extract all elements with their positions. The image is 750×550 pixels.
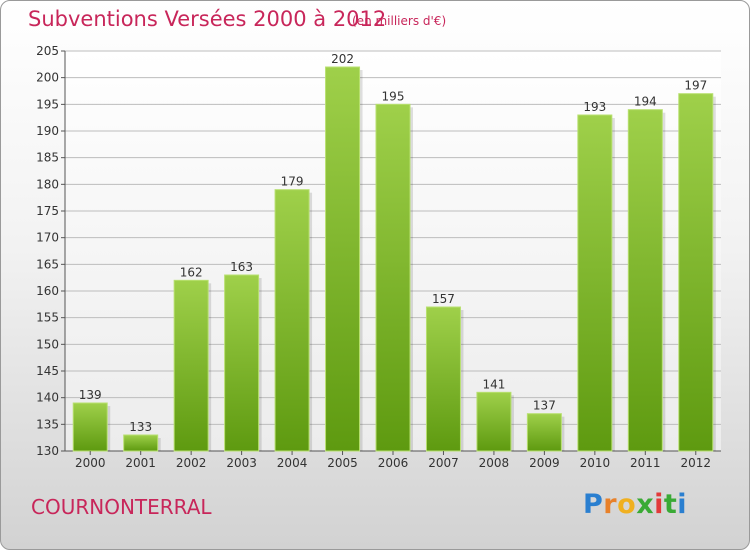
bar <box>476 391 512 452</box>
bar-value-label: 202 <box>331 52 354 66</box>
chart-subtitle: (en milliers d'€) <box>352 14 447 28</box>
bar-value-label: 194 <box>634 95 657 109</box>
x-tick-label: 2002 <box>176 456 207 470</box>
y-tick-label: 190 <box>36 124 59 138</box>
bar-value-label: 141 <box>482 377 505 391</box>
bar-value-label: 179 <box>281 175 304 189</box>
y-tick-label: 135 <box>36 417 59 431</box>
bar-value-label: 157 <box>432 292 455 306</box>
bar-value-label: 139 <box>79 388 102 402</box>
bar <box>577 114 613 452</box>
logo-letter: t <box>663 489 678 520</box>
y-tick-label: 130 <box>36 444 59 458</box>
y-tick-label: 150 <box>36 337 59 351</box>
x-tick-label: 2008 <box>479 456 510 470</box>
bar <box>526 413 562 452</box>
bar-value-label: 197 <box>684 79 707 93</box>
bar <box>274 189 310 452</box>
x-tick-label: 2005 <box>327 456 358 470</box>
y-tick-label: 180 <box>36 177 59 191</box>
bar <box>325 66 361 452</box>
y-tick-label: 205 <box>36 44 59 58</box>
logo-letter: o <box>617 489 637 520</box>
x-tick-label: 2006 <box>378 456 409 470</box>
bar-value-label: 162 <box>180 265 203 279</box>
bar <box>123 434 159 452</box>
x-tick-label: 2009 <box>529 456 560 470</box>
y-tick-label: 185 <box>36 151 59 165</box>
y-tick-label: 200 <box>36 71 59 85</box>
x-tick-label: 2001 <box>125 456 156 470</box>
bar <box>375 103 411 452</box>
bar <box>627 109 663 452</box>
y-tick-label: 145 <box>36 364 59 378</box>
bar-value-label: 137 <box>533 399 556 413</box>
chart-title: Subventions Versées 2000 à 2012 <box>28 7 387 31</box>
bar-value-label: 163 <box>230 260 253 274</box>
y-tick-label: 155 <box>36 311 59 325</box>
logo-letter: P <box>583 489 604 520</box>
y-tick-label: 140 <box>36 391 59 405</box>
x-tick-label: 2011 <box>630 456 661 470</box>
bar <box>678 93 714 452</box>
bar-value-label: 195 <box>382 89 405 103</box>
x-tick-label: 2000 <box>75 456 106 470</box>
y-tick-label: 160 <box>36 284 59 298</box>
logo-letter: i <box>677 489 688 520</box>
x-tick-label: 2003 <box>226 456 257 470</box>
y-tick-label: 175 <box>36 204 59 218</box>
y-tick-label: 195 <box>36 97 59 111</box>
logo-letter: r <box>603 489 618 520</box>
bar <box>173 279 209 452</box>
x-tick-label: 2010 <box>580 456 611 470</box>
bar <box>72 402 108 452</box>
commune-name: COURNONTERRAL <box>31 495 212 519</box>
y-tick-label: 165 <box>36 257 59 271</box>
bar <box>224 274 260 452</box>
x-tick-label: 2012 <box>680 456 711 470</box>
x-tick-label: 2004 <box>277 456 308 470</box>
proxiti-logo: Proxiti <box>583 489 687 520</box>
y-tick-label: 170 <box>36 231 59 245</box>
bar-value-label: 133 <box>129 420 152 434</box>
bar <box>425 306 461 452</box>
logo-letter: i <box>654 489 664 520</box>
bar-value-label: 193 <box>583 100 606 114</box>
logo-letter: x <box>636 489 655 520</box>
x-tick-label: 2007 <box>428 456 459 470</box>
